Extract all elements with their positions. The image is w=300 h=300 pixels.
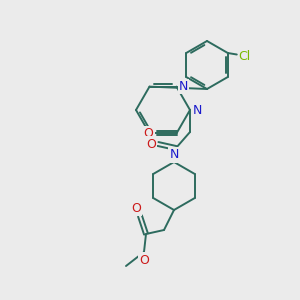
- Text: O: O: [146, 137, 156, 151]
- Text: O: O: [139, 254, 149, 266]
- Text: Cl: Cl: [239, 50, 251, 62]
- Text: O: O: [144, 127, 153, 140]
- Text: N: N: [169, 148, 179, 161]
- Text: N: N: [192, 103, 202, 116]
- Text: O: O: [131, 202, 141, 214]
- Text: N: N: [179, 80, 188, 93]
